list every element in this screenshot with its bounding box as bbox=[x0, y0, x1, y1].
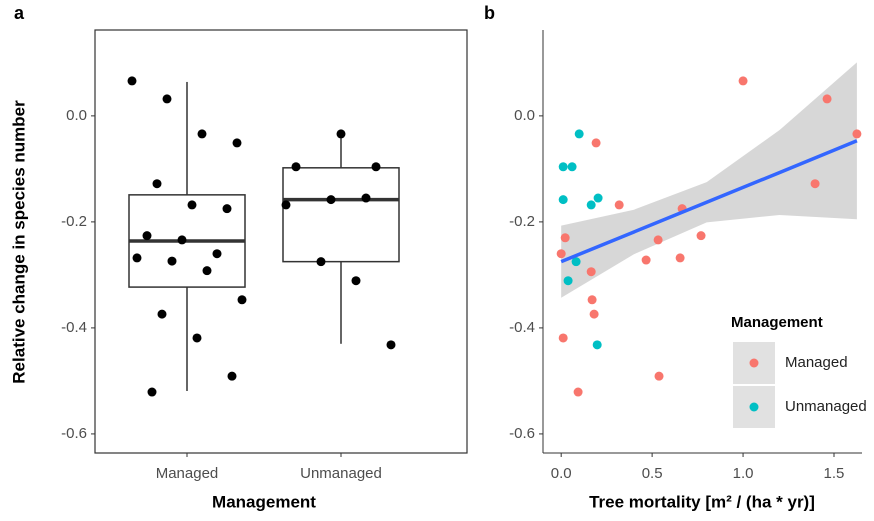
point bbox=[222, 204, 232, 214]
fit-line bbox=[560, 139, 858, 264]
point bbox=[587, 295, 597, 305]
legend-title: Management bbox=[731, 314, 823, 331]
point bbox=[567, 162, 577, 172]
y-tick-label: -0.2 bbox=[509, 213, 535, 230]
x-tick-label: 0.0 bbox=[551, 465, 572, 482]
point bbox=[386, 340, 396, 350]
point bbox=[653, 235, 663, 245]
x-tick-label: Managed bbox=[156, 465, 219, 482]
point bbox=[558, 333, 568, 343]
y-axis-title: Relative change in species number bbox=[9, 100, 28, 384]
point bbox=[162, 94, 172, 104]
point bbox=[237, 295, 247, 305]
point bbox=[232, 138, 242, 148]
point bbox=[822, 94, 832, 104]
point bbox=[810, 179, 820, 189]
x-tick-label: 1.5 bbox=[824, 465, 845, 482]
panel-label: b bbox=[484, 3, 495, 23]
point bbox=[326, 195, 336, 205]
point bbox=[589, 309, 599, 319]
point bbox=[696, 231, 706, 241]
x-tick-label: 1.0 bbox=[733, 465, 754, 482]
point bbox=[591, 138, 601, 148]
point bbox=[197, 129, 207, 139]
legend-marker bbox=[749, 402, 759, 412]
legend-marker bbox=[749, 358, 759, 368]
point bbox=[558, 195, 568, 205]
y-tick-label: -0.4 bbox=[509, 319, 535, 336]
point bbox=[152, 179, 162, 189]
point bbox=[614, 200, 624, 210]
y-tick-label: -0.6 bbox=[61, 425, 87, 442]
point bbox=[558, 162, 568, 172]
y-tick-label: -0.4 bbox=[61, 319, 87, 336]
point bbox=[571, 257, 581, 267]
point bbox=[560, 233, 570, 243]
point bbox=[157, 309, 167, 319]
point bbox=[586, 267, 596, 277]
y-tick-label: -0.6 bbox=[509, 425, 535, 442]
point bbox=[281, 200, 291, 210]
point bbox=[852, 129, 862, 139]
point bbox=[187, 200, 197, 210]
point bbox=[167, 256, 177, 266]
point bbox=[738, 76, 748, 86]
x-tick-label: 0.5 bbox=[642, 465, 663, 482]
point bbox=[361, 193, 371, 203]
point bbox=[573, 387, 583, 397]
point bbox=[202, 266, 212, 276]
point bbox=[227, 371, 237, 381]
point bbox=[586, 200, 596, 210]
point bbox=[132, 253, 142, 263]
point bbox=[574, 129, 584, 139]
point bbox=[192, 333, 202, 343]
point bbox=[351, 276, 361, 286]
point bbox=[127, 76, 137, 86]
x-axis-title: Management bbox=[212, 492, 316, 511]
point bbox=[556, 249, 566, 259]
point bbox=[147, 387, 157, 397]
box bbox=[282, 167, 400, 263]
point bbox=[592, 340, 602, 350]
point bbox=[177, 235, 187, 245]
x-tick-label: Unmanaged bbox=[300, 465, 382, 482]
x-axis-title: Tree mortality [m² / (ha * yr)] bbox=[589, 492, 815, 511]
y-tick-label: -0.2 bbox=[61, 213, 87, 230]
panel-label: a bbox=[14, 3, 25, 23]
legend-label: Managed bbox=[785, 354, 848, 371]
point bbox=[371, 162, 381, 172]
point bbox=[291, 162, 301, 172]
confidence-band bbox=[561, 62, 857, 298]
point bbox=[142, 231, 152, 241]
point bbox=[336, 129, 346, 139]
point bbox=[654, 371, 664, 381]
point bbox=[641, 255, 651, 265]
y-tick-label: 0.0 bbox=[66, 107, 87, 124]
point bbox=[675, 253, 685, 263]
point bbox=[593, 193, 603, 203]
legend-label: Unmanaged bbox=[785, 398, 867, 415]
point bbox=[563, 276, 573, 286]
point bbox=[212, 249, 222, 259]
y-tick-label: 0.0 bbox=[514, 107, 535, 124]
point bbox=[316, 257, 326, 267]
plot-frame bbox=[94, 29, 468, 454]
